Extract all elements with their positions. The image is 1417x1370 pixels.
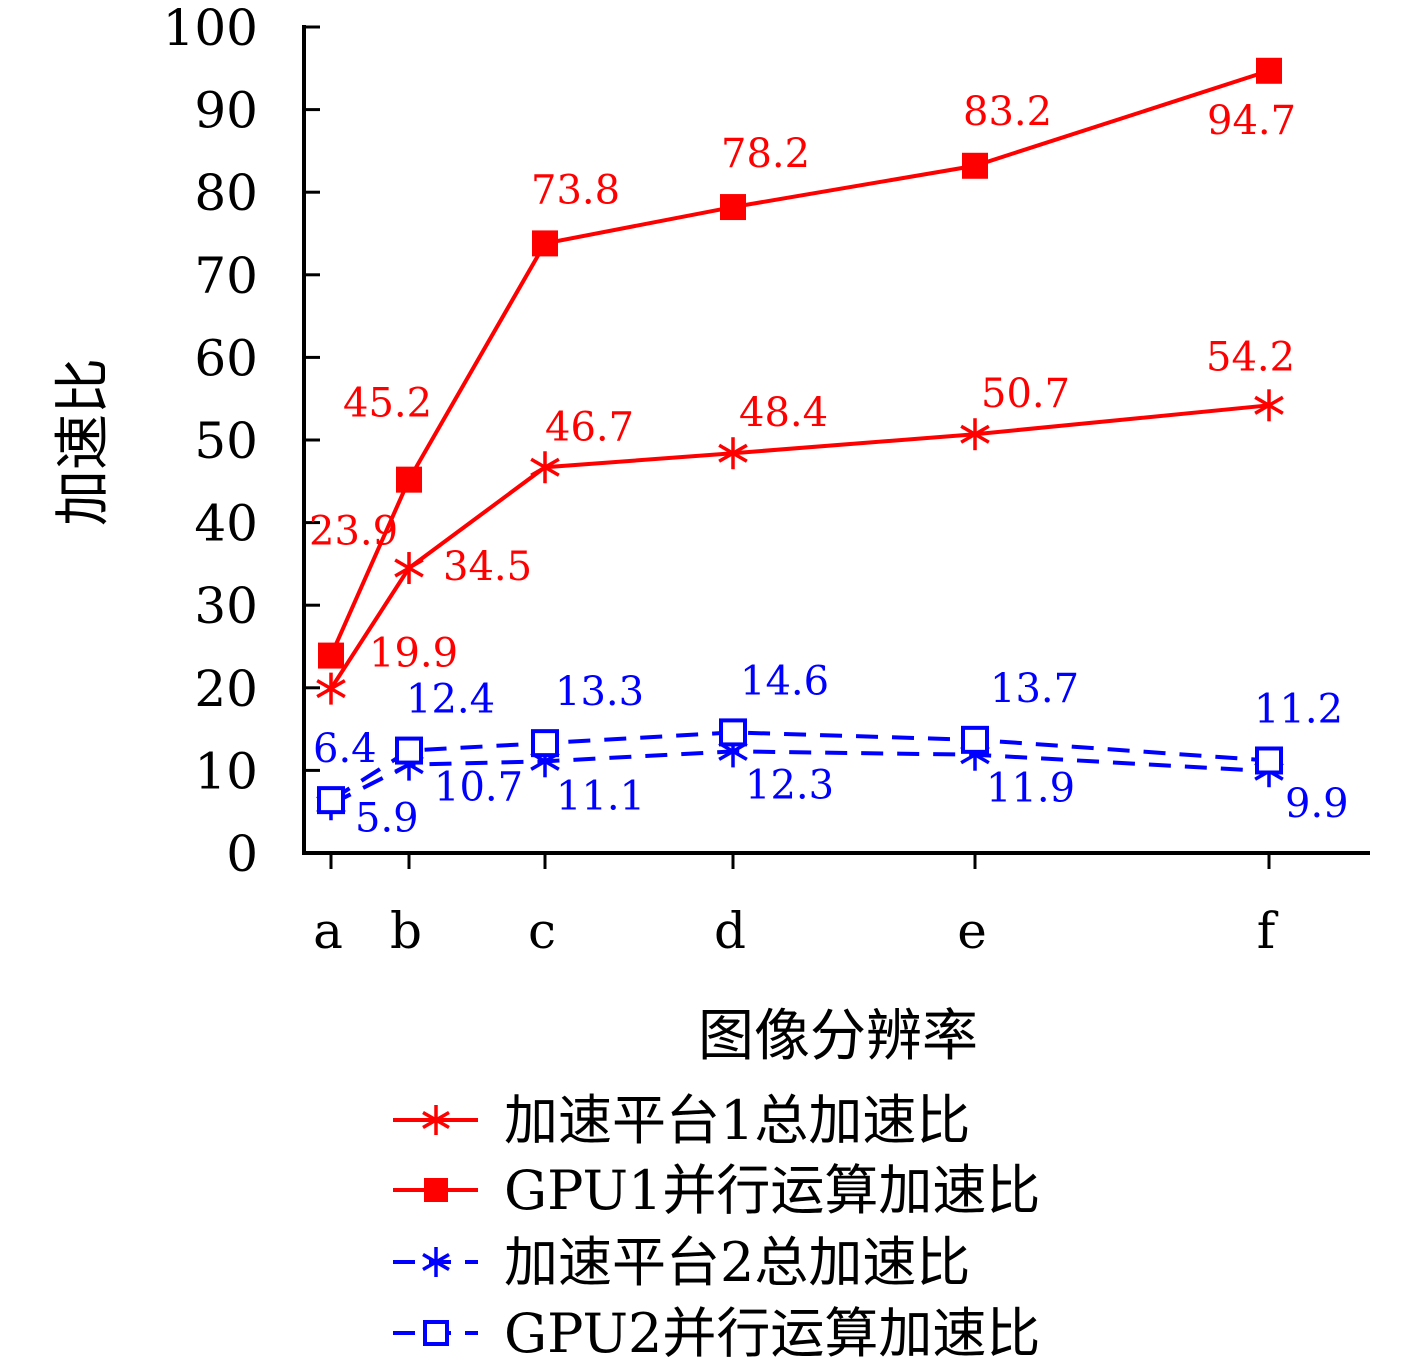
data-label: 46.7 — [545, 404, 634, 450]
x-tick-label: c — [528, 902, 556, 960]
data-point — [532, 230, 558, 257]
data-label: 11.2 — [1254, 686, 1343, 732]
y-tick-label: 80 — [194, 164, 258, 222]
series-layer — [316, 57, 1284, 821]
y-tick-label: 100 — [163, 0, 258, 57]
x-axis-title: 图像分辨率 — [698, 1004, 978, 1069]
y-tick-label: 30 — [194, 577, 258, 635]
x-tick-label: d — [714, 902, 746, 960]
data-label: 83.2 — [963, 89, 1052, 135]
data-point — [720, 194, 746, 221]
data-label: 12.4 — [406, 677, 495, 723]
data-point — [719, 718, 747, 747]
data-labels: 19.9 34.5 46.7 48.4 50.7 54.2 23.9 45.2 73.8 78.2… — [309, 89, 1349, 841]
data-label: 6.4 — [313, 726, 377, 772]
y-tick-label: 20 — [194, 660, 258, 718]
data-point — [316, 672, 346, 705]
data-label: 11.9 — [986, 766, 1075, 812]
y-tick-label: 10 — [194, 742, 258, 800]
data-point — [962, 152, 988, 179]
y-tick-label: 50 — [194, 412, 258, 470]
data-label: 94.7 — [1207, 98, 1296, 144]
data-point — [960, 418, 990, 451]
data-label: 13.7 — [990, 666, 1079, 712]
legend-item: 加速平台2总加速比 — [393, 1231, 970, 1294]
legend-marker — [423, 1320, 449, 1346]
data-label: 14.6 — [740, 658, 829, 704]
data-point — [1256, 57, 1282, 84]
series-line — [329, 68, 1270, 657]
data-point — [317, 786, 345, 815]
data-label: 78.2 — [721, 131, 810, 177]
data-label: 9.9 — [1285, 781, 1349, 827]
data-point — [1255, 746, 1283, 775]
legend-item: GPU2并行运算加速比 — [393, 1302, 1040, 1365]
y-tick-label: 40 — [194, 495, 258, 553]
series-4 — [317, 718, 1283, 815]
y-axis-title: 加速比 — [51, 358, 116, 526]
legend-label: 加速平台2总加速比 — [504, 1231, 970, 1294]
legend-marker — [422, 1105, 450, 1135]
data-label: 73.8 — [531, 167, 620, 213]
legend-label: GPU2并行运算加速比 — [504, 1302, 1040, 1365]
data-point — [530, 451, 560, 484]
data-point — [318, 642, 344, 669]
legend-item: GPU1并行运算加速比 — [393, 1159, 1040, 1222]
legend-label: 加速平台1总加速比 — [504, 1089, 970, 1152]
data-label: 12.3 — [745, 762, 834, 808]
series-2 — [318, 57, 1282, 669]
data-label: 54.2 — [1206, 334, 1295, 380]
data-point — [395, 736, 423, 765]
y-tick-label: 0 — [226, 825, 258, 883]
data-point — [1254, 389, 1284, 422]
data-label: 10.7 — [434, 765, 523, 811]
data-label: 13.3 — [555, 669, 644, 715]
y-tick-label: 70 — [194, 247, 258, 305]
legend-item: 加速平台1总加速比 — [393, 1089, 970, 1152]
data-label: 34.5 — [443, 544, 532, 590]
data-label: 50.7 — [981, 371, 1070, 417]
x-tick-label: a — [313, 902, 343, 960]
data-point — [531, 729, 559, 758]
y-tick-label: 90 — [194, 82, 258, 140]
data-label: 5.9 — [355, 795, 419, 841]
axes: 0 10 20 30 40 50 60 70 80 90 100 a b c d e f 图像分辨率 加速比 — [51, 0, 1370, 1069]
data-point — [396, 466, 422, 493]
legend-marker — [424, 1178, 448, 1202]
y-tick-label: 60 — [194, 329, 258, 387]
data-label: 19.9 — [369, 631, 458, 677]
data-point — [718, 437, 748, 470]
x-tick-label: b — [390, 902, 422, 960]
data-label: 23.9 — [309, 509, 398, 555]
legend-label: GPU1并行运算加速比 — [504, 1159, 1040, 1222]
data-label: 48.4 — [739, 390, 828, 436]
series-1 — [316, 389, 1284, 705]
series-line — [329, 403, 1270, 690]
data-point — [961, 725, 989, 754]
x-tick-label: f — [1257, 902, 1279, 960]
data-label: 11.1 — [556, 773, 645, 819]
data-label: 45.2 — [343, 381, 432, 427]
data-point — [394, 552, 424, 585]
x-tick-label: e — [957, 902, 987, 960]
legend-marker — [422, 1247, 450, 1277]
